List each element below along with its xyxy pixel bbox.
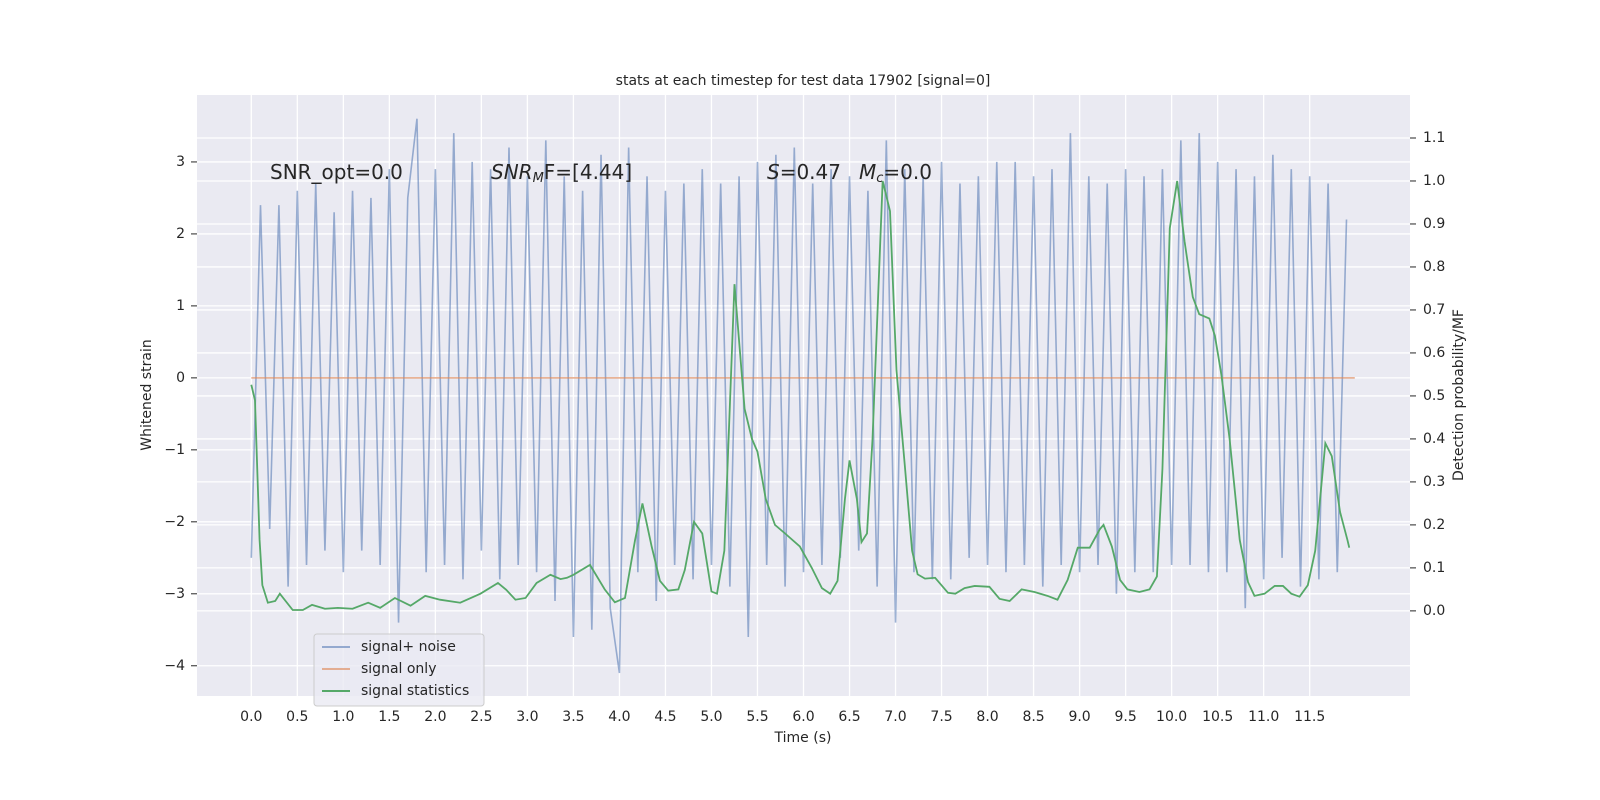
legend-label: signal only [361, 661, 436, 677]
x-tick-label: 7.0 [884, 709, 906, 725]
x-tick-label: 11.0 [1248, 709, 1279, 725]
x-tick-label: 2.0 [424, 709, 446, 725]
legend-label: signal+ noise [361, 639, 456, 655]
annotation-part: F=[4.44] [544, 160, 632, 184]
annotation-part: M [859, 160, 876, 184]
x-tick-label: 3.5 [562, 709, 584, 725]
y-tick-label: 1 [176, 298, 185, 314]
y-tick-label: 2 [176, 226, 185, 242]
y2-axis-label: Detection probability/MF [1451, 309, 1467, 481]
legend-label: signal statistics [361, 683, 469, 699]
series-line [250, 118, 1348, 674]
x-tick-label: 4.5 [654, 709, 676, 725]
y-tick-label: −1 [164, 442, 185, 458]
x-tick-label: 1.0 [332, 709, 354, 725]
chart-title: stats at each timestep for test data 179… [616, 73, 991, 89]
y2-tick-label: 0.7 [1423, 302, 1445, 318]
series-line [250, 180, 1351, 611]
y2-tick-label: 0.3 [1423, 474, 1445, 490]
y2-tick-label: 0.9 [1423, 216, 1445, 232]
labels: 0.0 0.5 1.0 1.5 2.0 2.5 3.0 3.5 4.0 4.5 5.0 5.5 6.0 6… [164, 130, 1445, 725]
x-tick-label: 2.5 [470, 709, 492, 725]
y-tick-label: −4 [164, 658, 185, 674]
annotation-part: =0.0 [883, 160, 932, 184]
x-tick-label: 5.5 [746, 709, 768, 725]
y2-tick-label: 1.1 [1423, 130, 1445, 146]
x-tick-label: 10.5 [1202, 709, 1233, 725]
annotation-part: M [533, 171, 544, 186]
x-tick-label: 5.0 [700, 709, 722, 725]
x-tick-label: 10.0 [1156, 709, 1187, 725]
y2-tick-label: 0.1 [1423, 560, 1445, 576]
legend-box [313, 633, 485, 707]
annotation: SNRMF=[4.44] [491, 160, 632, 186]
x-tick-label: 8.5 [1022, 709, 1044, 725]
x-tick-label: 6.0 [792, 709, 814, 725]
y2-tick-label: 0.2 [1423, 517, 1445, 533]
y-tick-label: 3 [176, 154, 185, 170]
y-tick-label: −3 [164, 586, 185, 602]
x-tick-label: 11.5 [1294, 709, 1325, 725]
annotation-part: c [876, 171, 883, 186]
annotation: SNR_opt=0.0 [270, 160, 403, 184]
x-tick-label: 1.5 [378, 709, 400, 725]
marks [250, 118, 1355, 674]
x-tick-label: 6.5 [838, 709, 860, 725]
annotation: Mc=0.0 [859, 160, 932, 186]
y-axis-label: Whitened strain [139, 339, 155, 450]
y-tick-label: −2 [164, 514, 185, 530]
annotation-part: S [767, 160, 780, 184]
y2-tick-label: 0.5 [1423, 388, 1445, 404]
annotation-part: =0.47 [780, 160, 841, 184]
y2-tick-label: 0.6 [1423, 345, 1445, 361]
annotation-part: SNR_opt=0.0 [270, 160, 403, 184]
x-tick-label: 3.0 [516, 709, 538, 725]
x-tick-label: 8.0 [976, 709, 998, 725]
y2-tick-label: 0.4 [1423, 431, 1445, 447]
legend: signal+ noise signal only signal statistic… [313, 633, 485, 707]
x-tick-label: 7.5 [930, 709, 952, 725]
y2-tick-label: 1.0 [1423, 173, 1445, 189]
x-tick-label: 4.0 [608, 709, 630, 725]
x-tick-label: 0.0 [240, 709, 262, 725]
annotation: S=0.47 [767, 160, 841, 184]
x-tick-label: 9.0 [1068, 709, 1090, 725]
y2-tick-label: 0.8 [1423, 259, 1445, 275]
y-tick-label: 0 [176, 370, 185, 386]
x-tick-label: 0.5 [286, 709, 308, 725]
y2-tick-label: 0.0 [1423, 603, 1445, 619]
x-axis-label: Time (s) [774, 730, 832, 746]
x-tick-label: 9.5 [1114, 709, 1136, 725]
annotation-part: SNR [491, 160, 533, 184]
